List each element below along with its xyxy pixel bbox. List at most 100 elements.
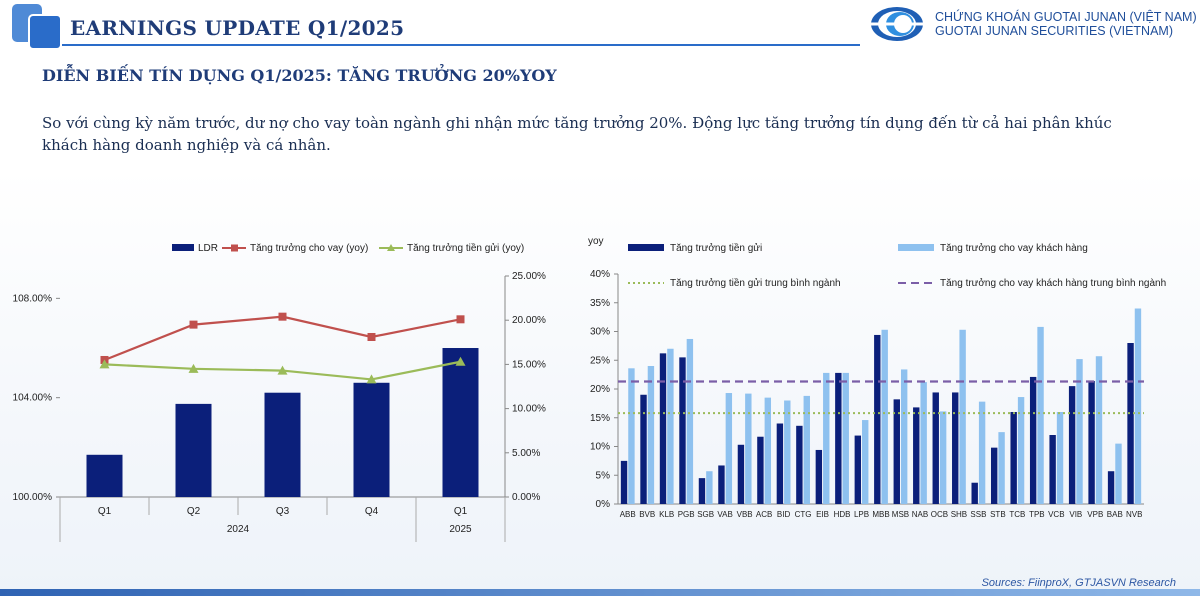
bank-label: KLB bbox=[659, 510, 674, 519]
loan-growth-bar bbox=[725, 393, 733, 504]
bank-label: NAB bbox=[912, 510, 928, 519]
deposit-growth-bar bbox=[757, 436, 764, 504]
legend-swatch-loan bbox=[898, 244, 934, 251]
bank-label: ACB bbox=[756, 510, 772, 519]
loan-growth-bar bbox=[881, 329, 888, 504]
y-axis-tick-label: 0% bbox=[596, 499, 611, 510]
legend-label-avg-loan: Tăng trưởng cho vay khách hàng trung bìn… bbox=[940, 277, 1166, 289]
bank-label: VIB bbox=[1069, 510, 1082, 519]
y-axis-tick-label: 35% bbox=[590, 298, 610, 309]
deposit-growth-bar bbox=[854, 435, 862, 504]
y-axis-tick-label: 40% bbox=[590, 269, 610, 280]
loan-growth-line bbox=[104, 315, 461, 362]
bank-label: SHB bbox=[951, 510, 967, 519]
y-axis-tick-label: 20% bbox=[590, 384, 610, 395]
bank-growth-chart: yoy 0% 5% 10% 15% 20% 25% 30% 35% 40% ABB BVB KLB PGB… bbox=[588, 236, 1166, 519]
ldr-growth-chart: 100.00% 104.00% 108.00% 0.00% 5.00% 10.00% 15.… bbox=[13, 242, 546, 542]
loan-growth-bar bbox=[920, 382, 927, 504]
loan-growth-marker bbox=[278, 312, 287, 321]
deposit-growth-bar bbox=[932, 392, 939, 504]
source-note: Sources: FiinproX, GTJASVN Research bbox=[981, 577, 1176, 589]
legend-swatch-ldr bbox=[172, 244, 194, 251]
bank-label: OCB bbox=[931, 510, 948, 519]
bank-label: NVB bbox=[1126, 510, 1142, 519]
loan-growth-marker bbox=[189, 320, 198, 329]
deposit-growth-bar bbox=[990, 447, 998, 504]
page-title: EARNINGS UPDATE Q1/2025 bbox=[70, 16, 405, 40]
deposit-growth-bar bbox=[1010, 412, 1017, 504]
loan-growth-bar bbox=[1056, 412, 1064, 504]
deposit-growth-bar bbox=[952, 392, 959, 504]
intro-paragraph: So với cùng kỳ năm trước, dư nợ cho vay … bbox=[42, 114, 1112, 154]
deposit-growth-bar bbox=[815, 449, 823, 504]
bank-label: TCB bbox=[1009, 510, 1025, 519]
legend-label-deposit: Tăng trưởng tiền gửi bbox=[670, 242, 762, 254]
deposit-growth-marker bbox=[277, 365, 288, 375]
background-band bbox=[0, 170, 1200, 596]
deposit-growth-marker bbox=[188, 363, 199, 373]
bank-label: VBB bbox=[737, 510, 753, 519]
bank-label: MSB bbox=[892, 510, 909, 519]
deposit-growth-bar bbox=[1068, 386, 1076, 504]
deposit-growth-bar bbox=[776, 423, 784, 504]
deposit-growth-bar bbox=[737, 444, 745, 504]
deposit-growth-bar bbox=[620, 460, 628, 504]
deposit-growth-bar bbox=[718, 465, 725, 504]
deposit-growth-bar bbox=[640, 394, 647, 504]
deposit-growth-marker bbox=[366, 374, 377, 384]
category-label: Q1 bbox=[98, 506, 112, 517]
loan-growth-bar bbox=[862, 420, 869, 504]
header-rule bbox=[62, 44, 860, 46]
category-label: Q1 bbox=[454, 506, 468, 517]
loan-growth-bar bbox=[998, 432, 1005, 504]
bottom-accent-line bbox=[0, 589, 1200, 596]
bank-label: VCB bbox=[1048, 510, 1064, 519]
year-group-label: 2025 bbox=[449, 524, 472, 535]
deposit-growth-bar bbox=[1029, 376, 1037, 504]
deposit-growth-bar bbox=[1127, 343, 1134, 504]
loan-growth-bar bbox=[1115, 443, 1122, 504]
section-title: DIỄN BIẾN TÍN DỤNG Q1/2025: TĂNG TRƯỞNG … bbox=[42, 66, 557, 85]
category-label: Q2 bbox=[187, 506, 201, 517]
deposit-growth-bar bbox=[835, 372, 842, 504]
legend-label-deposit: Tăng trưởng tiền gửi (yoy) bbox=[407, 242, 524, 254]
loan-growth-bar bbox=[1095, 356, 1103, 504]
legend-label-avg-deposit: Tăng trưởng tiền gửi trung bình ngành bbox=[670, 277, 841, 289]
category-label: Q4 bbox=[365, 506, 379, 517]
loan-growth-bar bbox=[939, 411, 947, 504]
right-axis-tick-label: 0.00% bbox=[512, 492, 540, 503]
bank-label: MBB bbox=[872, 510, 889, 519]
bank-label: VPB bbox=[1087, 510, 1103, 519]
y-axis-tick-label: 5% bbox=[596, 470, 611, 481]
loan-growth-bar bbox=[900, 369, 908, 504]
bank-label: BVB bbox=[639, 510, 655, 519]
loan-growth-bar bbox=[647, 366, 655, 504]
loan-growth-bar bbox=[706, 471, 713, 504]
company-name-vn: CHỨNG KHOÁN GUOTAI JUNAN (VIỆT NAM) bbox=[935, 10, 1197, 24]
deposit-growth-bar bbox=[1088, 380, 1095, 504]
deposit-growth-marker bbox=[99, 359, 110, 369]
ldr-bar bbox=[264, 392, 301, 497]
category-label: Q3 bbox=[276, 506, 290, 517]
deposit-growth-bar bbox=[913, 407, 920, 504]
right-axis-tick-label: 10.00% bbox=[512, 404, 546, 415]
loan-growth-bar bbox=[764, 397, 772, 504]
deposit-growth-bar bbox=[796, 425, 803, 504]
loan-growth-bar bbox=[803, 395, 810, 504]
bank-label: CTG bbox=[795, 510, 812, 519]
deposit-growth-bar bbox=[1107, 471, 1115, 504]
deposit-growth-bar bbox=[971, 482, 978, 504]
loan-growth-bar bbox=[784, 400, 791, 504]
y-axis-tick-label: 15% bbox=[590, 413, 610, 424]
loan-growth-bar bbox=[628, 368, 635, 504]
report-logo-front bbox=[28, 14, 62, 50]
right-axis-tick-label: 5.00% bbox=[512, 448, 540, 459]
bank-label: ABB bbox=[620, 510, 636, 519]
deposit-growth-bar bbox=[1049, 435, 1056, 504]
loan-growth-bar bbox=[1037, 326, 1044, 504]
loan-growth-bar bbox=[842, 372, 849, 504]
loan-growth-marker bbox=[367, 332, 376, 341]
bank-label: BID bbox=[777, 510, 791, 519]
bank-label: EIB bbox=[816, 510, 829, 519]
loan-growth-bar bbox=[686, 338, 694, 504]
